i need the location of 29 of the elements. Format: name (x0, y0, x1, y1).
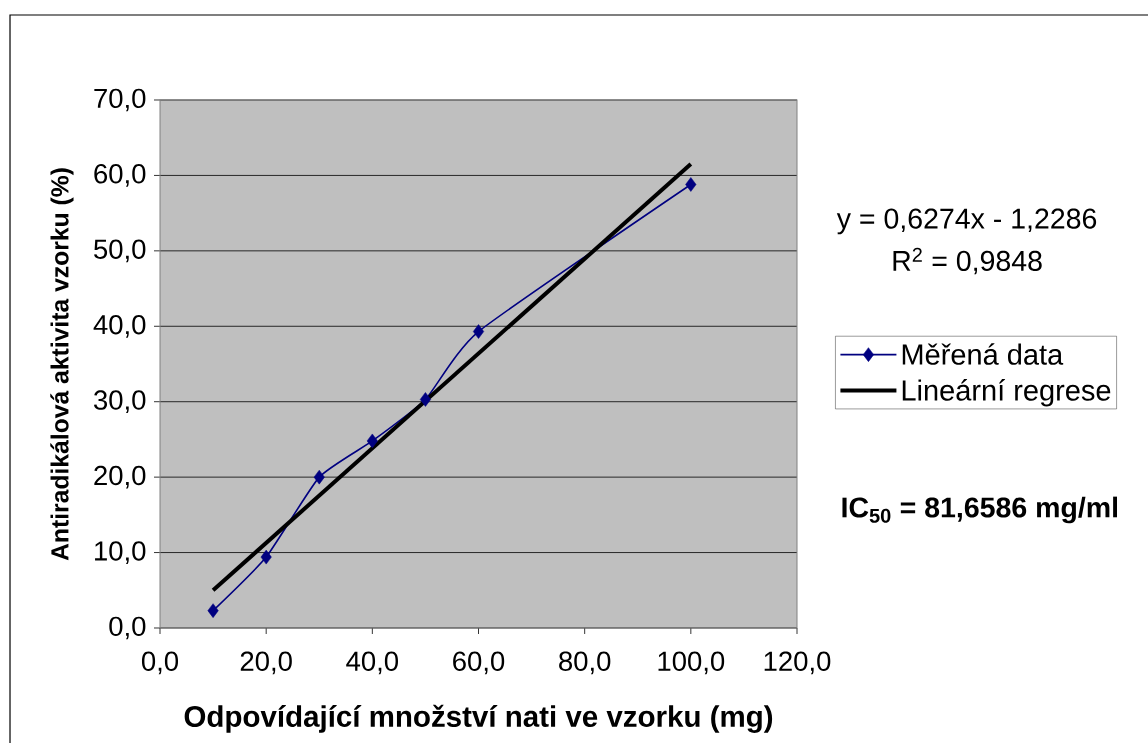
x-tick-label: 60,0 (453, 651, 505, 675)
y-tick-label: 50,0 (94, 239, 146, 263)
y-axis-title: Antiradikálová aktivita vzorku (%) (50, 168, 74, 561)
x-tick-label: 100,0 (658, 651, 725, 675)
y-tick-label: 70,0 (94, 88, 146, 112)
point (313, 469, 325, 485)
x-tick-label: 40,0 (346, 651, 399, 675)
legend-label: Měřená data (902, 343, 1064, 365)
point (207, 603, 219, 618)
text: IC$_{50}$ = 81,6586 mg/ml (842, 496, 1118, 524)
y-tick-label: 30,0 (94, 390, 146, 414)
text: y = 0,6274x - 1,2286 (836, 208, 1097, 235)
legend-label: Lineární regrese (902, 379, 1111, 407)
x-tick-label: 120,0 (764, 651, 831, 675)
x-tick-label: 0,0 (141, 651, 179, 675)
x-tick-label: 20,0 (240, 651, 292, 675)
y-tick-label: 10,0 (95, 541, 146, 564)
y-tick-label: 20,0 (94, 465, 146, 489)
y-tick-label: 40,0 (93, 314, 146, 338)
y-tick-label: 0,0 (109, 616, 146, 640)
y-tick-label: 60,0 (94, 164, 146, 187)
x-axis-title: Odpovídající množství nati ve vzorku (mg) (184, 704, 773, 733)
x-tick-label: 80,0 (559, 651, 611, 675)
text: R$^{2}$ = 0,9848 (893, 247, 1042, 275)
point (419, 392, 431, 407)
point (366, 433, 378, 449)
point (473, 324, 484, 339)
point (260, 549, 272, 565)
point (685, 177, 697, 192)
